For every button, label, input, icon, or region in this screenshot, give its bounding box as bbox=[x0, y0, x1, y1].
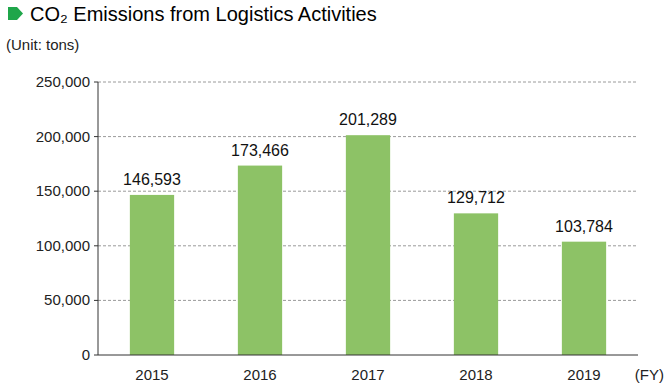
y-tick bbox=[94, 136, 98, 137]
y-axis bbox=[98, 82, 99, 355]
y-tick-label: 100,000 bbox=[36, 237, 90, 254]
y-tick-label: 50,000 bbox=[44, 291, 90, 308]
grid-line bbox=[98, 82, 638, 83]
title: CO₂ Emissions from Logistics Activities bbox=[30, 3, 377, 25]
chart-svg: CO₂ Emissions from Logistics Activities (… bbox=[0, 0, 670, 390]
x-tick-label: 2018 bbox=[459, 366, 492, 383]
x-axis bbox=[98, 355, 638, 356]
y-tick-label: 250,000 bbox=[36, 73, 90, 90]
data-label: 146,593 bbox=[123, 171, 181, 188]
y-tick bbox=[94, 300, 98, 301]
y-tick bbox=[94, 355, 98, 356]
data-label: 201,289 bbox=[339, 111, 397, 128]
chart-container: CO₂ Emissions from Logistics Activities (… bbox=[0, 0, 670, 390]
bars bbox=[130, 135, 606, 355]
y-tick bbox=[94, 82, 98, 83]
x-tick-label: 2016 bbox=[243, 366, 276, 383]
bar bbox=[562, 242, 606, 355]
bar bbox=[346, 135, 390, 355]
bar bbox=[238, 166, 282, 355]
x-tick-label: 2015 bbox=[135, 366, 168, 383]
x-tick-label: 2017 bbox=[351, 366, 384, 383]
y-tick bbox=[94, 191, 98, 192]
bar bbox=[454, 213, 498, 355]
x-axis-label: (FY) bbox=[635, 366, 664, 383]
y-tick-label: 0 bbox=[82, 346, 90, 363]
y-tick-label: 200,000 bbox=[36, 128, 90, 145]
title-marker bbox=[8, 7, 23, 20]
y-axis-label: (Unit: tons) bbox=[6, 36, 79, 53]
y-tick-label: 150,000 bbox=[36, 182, 90, 199]
y-tick bbox=[94, 245, 98, 246]
bar bbox=[130, 195, 174, 355]
x-tick-label: 2019 bbox=[567, 366, 600, 383]
data-label: 129,712 bbox=[447, 189, 505, 206]
data-label: 103,784 bbox=[555, 218, 613, 235]
data-label: 173,466 bbox=[231, 142, 289, 159]
